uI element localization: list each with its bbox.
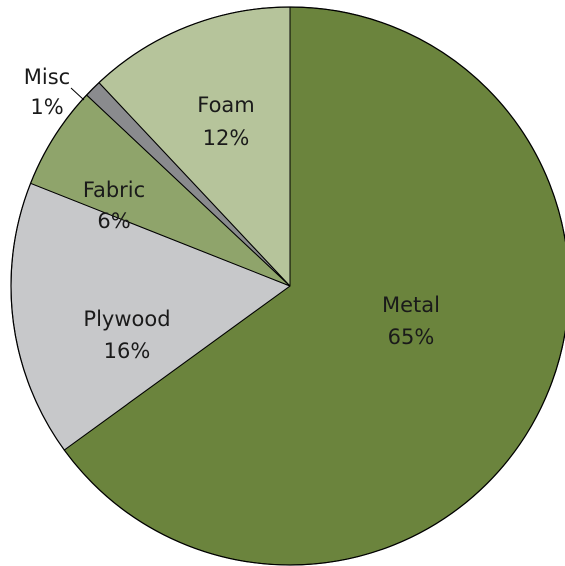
slice-label-value-metal: 65% xyxy=(388,325,435,349)
slice-label-name-misc: Misc xyxy=(24,65,70,89)
slice-label-name-plywood: Plywood xyxy=(83,307,170,331)
slice-label-name-foam: Foam xyxy=(197,93,255,117)
pie-slices xyxy=(11,7,565,565)
slice-label-value-misc: 1% xyxy=(30,95,63,119)
leader-line-misc xyxy=(71,88,84,100)
slice-label-value-fabric: 6% xyxy=(97,209,130,233)
slice-label-value-foam: 12% xyxy=(203,126,250,150)
slice-label-name-fabric: Fabric xyxy=(83,178,145,202)
slice-label-name-metal: Metal xyxy=(382,293,440,317)
slice-label-value-plywood: 16% xyxy=(104,339,151,363)
